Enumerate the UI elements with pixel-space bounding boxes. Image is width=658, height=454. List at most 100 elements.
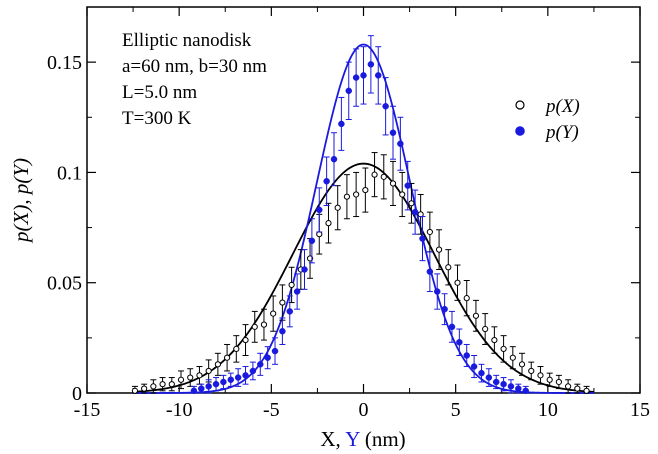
data-point-p-y [227, 376, 235, 384]
data-point-p-x [389, 180, 397, 187]
data-point-p-x [565, 383, 572, 390]
data-point-p-x [583, 387, 590, 394]
data-point-p-x [343, 193, 351, 200]
data-point-p-y [345, 87, 353, 95]
data-point-p-x [251, 323, 258, 330]
tick-marks [86, 7, 641, 394]
data-point-p-y [426, 268, 434, 275]
data-point-p-y [190, 387, 198, 395]
data-point-p-x [270, 310, 277, 317]
y-tick-label: 0 [72, 383, 82, 405]
data-point-p-y [286, 308, 294, 315]
data-point-p-x [491, 336, 498, 344]
data-point-p-y [441, 305, 448, 313]
data-point-p-x [528, 367, 535, 375]
data-point-p-x [362, 186, 369, 194]
data-point-p-x [242, 336, 249, 344]
y-tick-label: 0.1 [57, 162, 82, 184]
data-point-p-y [271, 347, 279, 355]
data-point-p-y [352, 74, 360, 81]
annotation-thickness: L=5.0 nm [122, 82, 197, 103]
y-tick-label: 0.05 [47, 273, 82, 295]
data-point-p-y [367, 61, 375, 68]
data-point-p-x [555, 378, 562, 386]
data-point-p-x [177, 376, 185, 383]
data-point-p-y [257, 361, 264, 368]
legend: p(X) p(Y) [515, 96, 580, 143]
annotation-temperature: T=300 K [122, 108, 192, 129]
data-point-p-y [478, 369, 485, 377]
x-tick-label: -15 [74, 399, 101, 421]
data-point-p-y [515, 385, 522, 392]
y-axis-title: p(X), p(Y) [9, 158, 33, 244]
data-point-p-y [492, 378, 500, 386]
data-point-p-x [463, 295, 470, 302]
data-point-p-x [196, 372, 203, 379]
data-point-p-y [507, 383, 515, 390]
data-point-p-y [433, 288, 441, 295]
y-tick-label: 0.15 [47, 52, 82, 74]
data-point-p-y [323, 178, 330, 185]
data-point-p-x [159, 381, 166, 388]
data-point-p-x [223, 354, 231, 361]
data-point-p-x [472, 312, 480, 319]
data-point-p-y [234, 374, 242, 381]
data-point-p-x [546, 376, 553, 383]
data-point-p-x [537, 372, 544, 379]
data-point-p-x [482, 325, 489, 333]
data-point-p-y [456, 339, 463, 346]
data-point-p-x [435, 246, 443, 253]
data-point-p-y [212, 380, 220, 388]
data-point-p-x [325, 220, 332, 227]
data-point-p-y [463, 352, 470, 359]
data-point-p-x [187, 374, 194, 381]
data-point-p-x [454, 279, 461, 286]
x-axis-title-part-x: X, [320, 427, 345, 451]
data-point-p-y [500, 380, 507, 388]
data-point-p-x [399, 191, 406, 198]
data-point-p-y [470, 363, 478, 370]
data-point-p-y [404, 182, 411, 189]
data-point-p-y [242, 372, 249, 379]
x-axis-title-part-y: Y [345, 427, 360, 451]
data-point-p-x [168, 381, 175, 388]
data-point-p-y [419, 235, 426, 242]
annotation-title: Elliptic nanodisk [122, 30, 252, 51]
data-points [131, 35, 590, 395]
data-point-p-y [264, 354, 271, 361]
data-point-p-x [306, 255, 314, 262]
data-point-p-x [509, 354, 516, 361]
annotation-dimensions: a=60 nm, b=30 nm [122, 56, 267, 77]
legend-marker-p-y [515, 126, 525, 136]
x-tick-label: 15 [630, 399, 650, 421]
data-point-p-y [389, 129, 397, 136]
data-point-p-x [214, 361, 221, 368]
data-point-p-x [500, 345, 507, 352]
data-point-p-y [338, 120, 345, 128]
data-point-p-y [411, 208, 419, 216]
data-point-p-x [288, 281, 295, 289]
legend-label-p-x: p(X) [544, 96, 580, 117]
data-point-p-y [198, 385, 205, 392]
data-point-p-x [150, 383, 157, 390]
data-point-p-x [353, 191, 360, 198]
data-point-p-x [408, 200, 415, 207]
data-point-p-y [293, 288, 301, 295]
legend-marker-p-x [515, 100, 525, 110]
x-tick-label: 5 [451, 399, 461, 421]
data-point-p-y [382, 103, 389, 110]
data-point-p-x [445, 264, 452, 271]
data-point-p-y [485, 374, 493, 381]
data-point-p-x [260, 321, 268, 328]
tick-labels: -15 -10 -5 0 5 10 15 0 0.05 0.1 0.15 [47, 52, 650, 421]
data-point-p-y [220, 378, 227, 386]
data-point-p-y [308, 237, 316, 245]
data-point-p-x [574, 385, 581, 392]
data-point-p-y [448, 323, 456, 331]
x-tick-label: 10 [538, 399, 558, 421]
data-point-p-x [233, 345, 240, 352]
fit-curve-p-x [133, 162, 594, 393]
data-point-p-x [518, 361, 526, 368]
x-axis-title-part-unit: (nm) [360, 427, 406, 451]
data-point-p-x [279, 299, 286, 306]
